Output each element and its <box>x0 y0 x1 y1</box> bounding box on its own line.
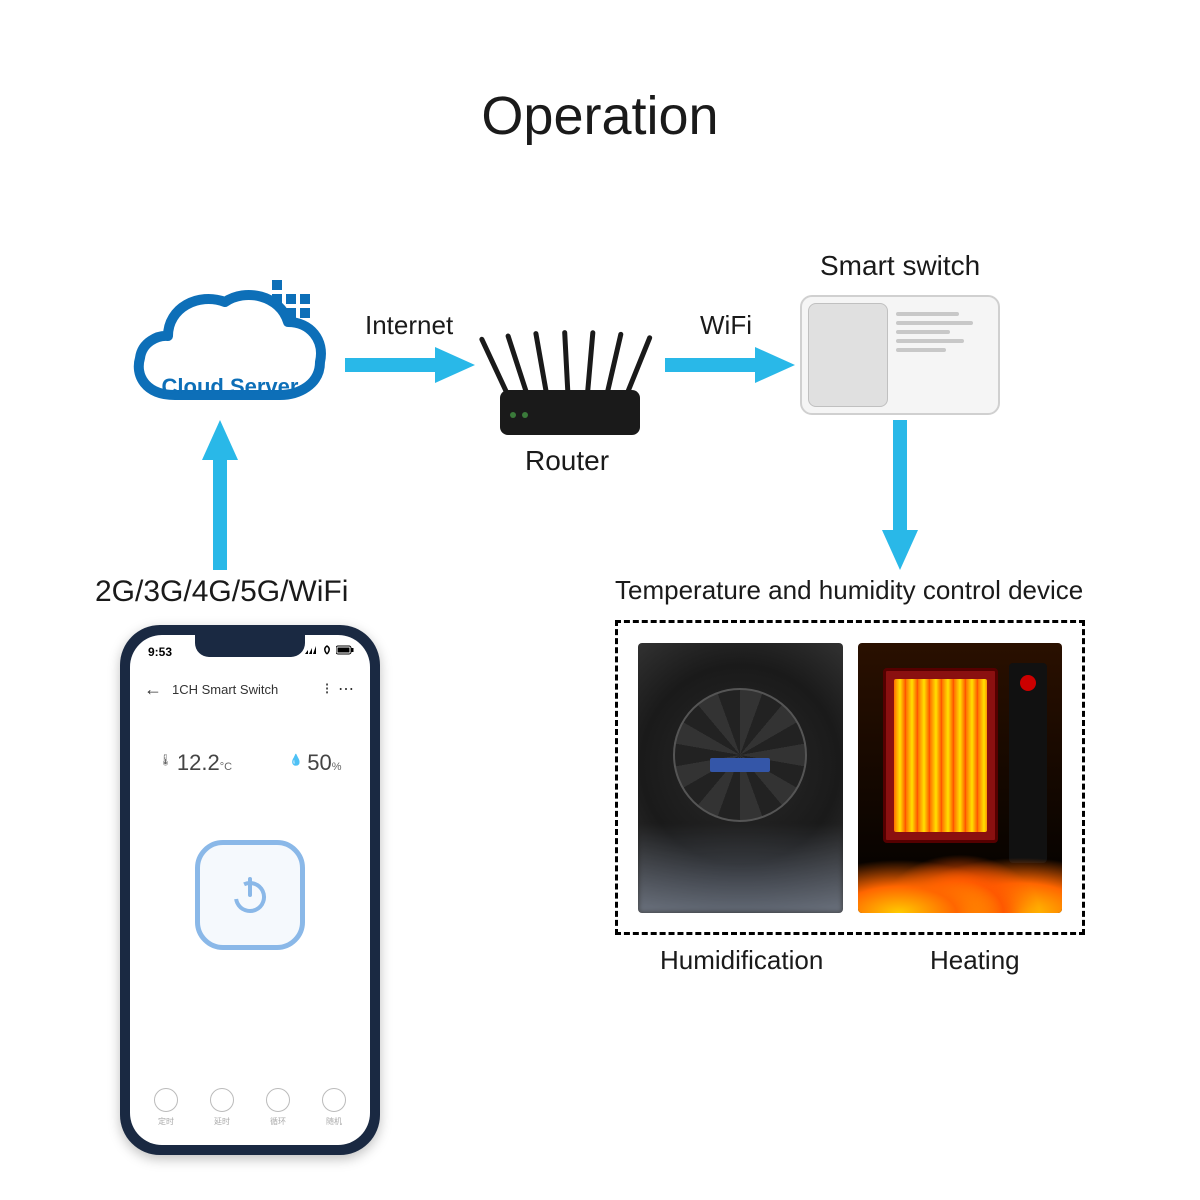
page-title: Operation <box>0 85 1200 147</box>
smart-switch-title: Smart switch <box>820 250 980 282</box>
phone-readings: 🌡 12.2°C 💧 50% <box>130 750 370 776</box>
arrow-switch-to-devices <box>880 420 920 570</box>
internet-label: Internet <box>365 310 453 341</box>
cloud-label: Cloud Server <box>162 374 299 400</box>
phone-network-label: 2G/3G/4G/5G/WiFi <box>95 575 348 609</box>
phone-bottom-nav: 定时 延时 循环 随机 <box>130 1088 370 1127</box>
wifi-label: WiFi <box>700 310 752 341</box>
app-header: ← 1CH Smart Switch ⁝ ⋯ <box>130 673 370 705</box>
arrow-cloud-to-router <box>345 345 475 385</box>
power-icon <box>226 871 274 919</box>
humidification-caption: Humidification <box>660 945 823 976</box>
nav-item-3[interactable]: 循环 <box>266 1088 290 1127</box>
devices-title: Temperature and humidity control device <box>615 575 1083 606</box>
smart-switch-node <box>800 295 1000 415</box>
app-title: 1CH Smart Switch <box>172 682 278 697</box>
phone-status-icons <box>304 645 354 655</box>
menu-icon[interactable]: ⁝ ⋯ <box>324 679 356 699</box>
arrow-router-to-switch <box>665 345 795 385</box>
phone-time: 9:53 <box>148 645 172 659</box>
cloud-icon <box>120 280 340 430</box>
arrow-phone-to-cloud <box>200 420 240 570</box>
nav-item-1[interactable]: 定时 <box>154 1088 178 1127</box>
cloud-server-node: Cloud Server <box>120 280 340 430</box>
router-node <box>480 285 660 445</box>
nav-item-4[interactable]: 随机 <box>322 1088 346 1127</box>
devices-box <box>615 620 1085 935</box>
router-label: Router <box>525 445 609 477</box>
heating-caption: Heating <box>930 945 1020 976</box>
humidification-device <box>638 643 843 913</box>
temperature-value: 12.2 <box>177 750 220 775</box>
power-button[interactable] <box>195 840 305 950</box>
heating-device <box>858 643 1063 913</box>
humidity-value: 50 <box>307 750 331 775</box>
back-icon[interactable]: ← <box>144 679 162 700</box>
nav-item-2[interactable]: 延时 <box>210 1088 234 1127</box>
smartphone-node: 9:53 ← 1CH Smart Switch ⁝ ⋯ 🌡 12.2°C 💧 5… <box>120 625 380 1155</box>
